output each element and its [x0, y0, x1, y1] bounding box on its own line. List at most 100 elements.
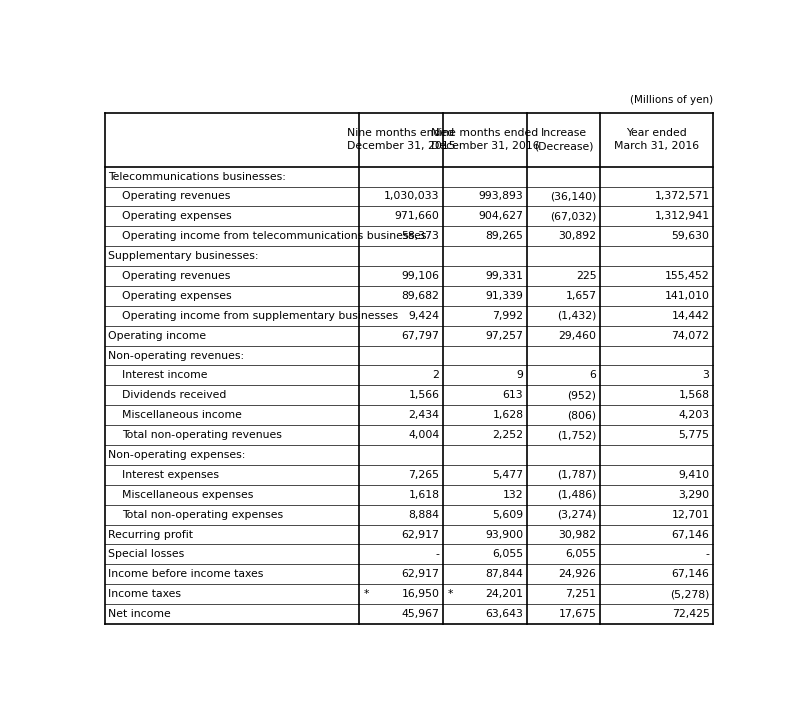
Text: Nine months ended
December 31, 2016: Nine months ended December 31, 2016: [431, 128, 539, 151]
Text: 6,055: 6,055: [565, 549, 596, 559]
Text: Dividends received: Dividends received: [122, 390, 227, 400]
Text: Operating expenses: Operating expenses: [122, 291, 231, 301]
Text: Miscellaneous income: Miscellaneous income: [122, 410, 242, 420]
Text: 2,434: 2,434: [409, 410, 440, 420]
Text: 993,893: 993,893: [479, 191, 523, 201]
Text: Total non-operating expenses: Total non-operating expenses: [122, 510, 283, 520]
Text: (36,140): (36,140): [550, 191, 596, 201]
Text: 1,372,571: 1,372,571: [654, 191, 709, 201]
Text: 6,055: 6,055: [492, 549, 523, 559]
Text: 3: 3: [703, 371, 709, 381]
Text: 89,682: 89,682: [401, 291, 440, 301]
Text: 14,442: 14,442: [672, 311, 709, 321]
Text: *: *: [448, 590, 453, 599]
Text: 67,146: 67,146: [672, 569, 709, 580]
Text: 5,609: 5,609: [492, 510, 523, 520]
Text: 16,950: 16,950: [401, 590, 440, 599]
Text: Interest income: Interest income: [122, 371, 207, 381]
Text: 45,967: 45,967: [401, 609, 440, 619]
Text: 59,630: 59,630: [672, 232, 709, 241]
Text: (952): (952): [567, 390, 596, 400]
Text: 1,566: 1,566: [409, 390, 440, 400]
Text: 17,675: 17,675: [559, 609, 596, 619]
Text: Non-operating revenues:: Non-operating revenues:: [109, 351, 244, 361]
Text: Miscellaneous expenses: Miscellaneous expenses: [122, 490, 254, 500]
Text: 89,265: 89,265: [485, 232, 523, 241]
Text: (5,278): (5,278): [670, 590, 709, 599]
Text: 8,884: 8,884: [409, 510, 440, 520]
Text: *: *: [364, 590, 369, 599]
Text: 29,460: 29,460: [559, 330, 596, 341]
Text: 30,982: 30,982: [559, 530, 596, 539]
Text: (3,274): (3,274): [557, 510, 596, 520]
Text: Income before income taxes: Income before income taxes: [109, 569, 264, 580]
Text: Operating expenses: Operating expenses: [122, 211, 231, 222]
Text: Operating income: Operating income: [109, 330, 207, 341]
Text: 87,844: 87,844: [485, 569, 523, 580]
Text: 132: 132: [503, 490, 523, 500]
Text: 1,030,033: 1,030,033: [384, 191, 440, 201]
Text: (Millions of yen): (Millions of yen): [630, 95, 713, 104]
Text: (1,486): (1,486): [557, 490, 596, 500]
Text: (806): (806): [567, 410, 596, 420]
Text: 24,201: 24,201: [485, 590, 523, 599]
Text: (1,432): (1,432): [557, 311, 596, 321]
Text: 971,660: 971,660: [394, 211, 440, 222]
Text: 3,290: 3,290: [678, 490, 709, 500]
Text: Non-operating expenses:: Non-operating expenses:: [109, 450, 246, 460]
Text: 1,628: 1,628: [492, 410, 523, 420]
Text: 74,072: 74,072: [672, 330, 709, 341]
Text: Total non-operating revenues: Total non-operating revenues: [122, 430, 282, 440]
Text: -: -: [705, 549, 709, 559]
Text: 9,424: 9,424: [409, 311, 440, 321]
Text: (1,752): (1,752): [557, 430, 596, 440]
Text: 155,452: 155,452: [665, 271, 709, 281]
Text: 5,477: 5,477: [492, 470, 523, 480]
Text: 99,331: 99,331: [485, 271, 523, 281]
Text: 7,265: 7,265: [409, 470, 440, 480]
Text: Nine months ended
December 31, 2015: Nine months ended December 31, 2015: [347, 128, 456, 151]
Text: 67,797: 67,797: [401, 330, 440, 341]
Text: 9,410: 9,410: [678, 470, 709, 480]
Text: 97,257: 97,257: [485, 330, 523, 341]
Text: 2,252: 2,252: [492, 430, 523, 440]
Text: (1,787): (1,787): [557, 470, 596, 480]
Text: Special losses: Special losses: [109, 549, 184, 559]
Text: 62,917: 62,917: [401, 569, 440, 580]
Text: Operating revenues: Operating revenues: [122, 191, 231, 201]
Text: 613: 613: [503, 390, 523, 400]
Text: 72,425: 72,425: [672, 609, 709, 619]
Text: 62,917: 62,917: [401, 530, 440, 539]
Text: 12,701: 12,701: [672, 510, 709, 520]
Text: Interest expenses: Interest expenses: [122, 470, 219, 480]
Text: Net income: Net income: [109, 609, 171, 619]
Text: Operating revenues: Operating revenues: [122, 271, 231, 281]
Text: 30,892: 30,892: [559, 232, 596, 241]
Text: 24,926: 24,926: [559, 569, 596, 580]
Text: Supplementary businesses:: Supplementary businesses:: [109, 251, 259, 261]
Text: Telecommunications businesses:: Telecommunications businesses:: [109, 172, 286, 181]
Text: 91,339: 91,339: [485, 291, 523, 301]
Text: 141,010: 141,010: [665, 291, 709, 301]
Text: 6: 6: [590, 371, 596, 381]
Text: 225: 225: [575, 271, 596, 281]
Text: Year ended
March 31, 2016: Year ended March 31, 2016: [614, 128, 699, 151]
Text: 1,312,941: 1,312,941: [654, 211, 709, 222]
Text: 58,373: 58,373: [401, 232, 440, 241]
Text: 5,775: 5,775: [678, 430, 709, 440]
Text: 7,992: 7,992: [492, 311, 523, 321]
Text: 4,004: 4,004: [408, 430, 440, 440]
Text: 93,900: 93,900: [485, 530, 523, 539]
Text: 904,627: 904,627: [479, 211, 523, 222]
Text: 67,146: 67,146: [672, 530, 709, 539]
Text: Operating income from telecommunications businesses: Operating income from telecommunications…: [122, 232, 426, 241]
Text: 99,106: 99,106: [401, 271, 440, 281]
Text: 1,568: 1,568: [678, 390, 709, 400]
Text: 1,618: 1,618: [409, 490, 440, 500]
Text: 63,643: 63,643: [485, 609, 523, 619]
Text: Increase
(Decrease): Increase (Decrease): [534, 128, 593, 151]
Text: (67,032): (67,032): [550, 211, 596, 222]
Text: Income taxes: Income taxes: [109, 590, 181, 599]
Text: Recurring profit: Recurring profit: [109, 530, 193, 539]
Text: 4,203: 4,203: [678, 410, 709, 420]
